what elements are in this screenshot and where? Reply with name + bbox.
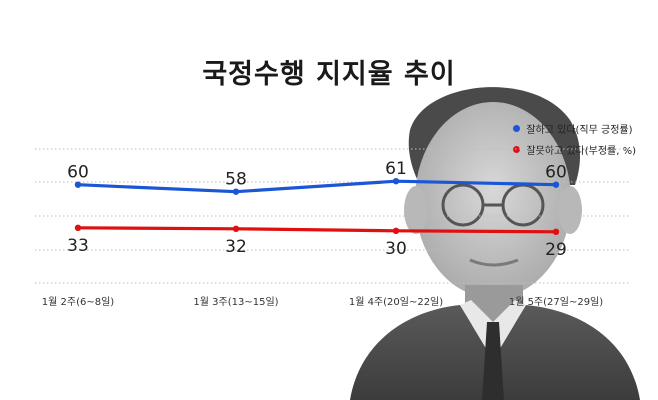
- data-label-0-1: 58: [225, 170, 247, 190]
- data-label-1-3: 29: [545, 240, 567, 260]
- data-point-1-1: [232, 225, 240, 232]
- data-point-1-2: [392, 227, 400, 234]
- legend-label-approve: 잘하고 있다(직무 긍정률): [526, 125, 633, 136]
- data-label-0-3: 60: [545, 163, 567, 183]
- chart-title: 국정수행 지지율 추이: [202, 59, 456, 90]
- data-label-1-1: 32: [225, 237, 247, 257]
- legend-item-disapprove: 잘못하고 있다(부정률, %): [513, 139, 636, 160]
- series-line-0: [77, 179, 557, 194]
- data-label-0-0: 60: [67, 163, 89, 183]
- data-point-0-2: [392, 178, 400, 185]
- chart-legend: 잘하고 있다(직무 긍정률) 잘못하고 있다(부정률, %): [513, 118, 636, 160]
- x-tick-label-1: 1월 3주(13~15일): [193, 296, 278, 308]
- data-label-0-2: 61: [385, 159, 407, 179]
- x-tick-label-3: 1월 5주(27일~29일): [509, 296, 603, 308]
- data-point-1-0: [74, 224, 82, 231]
- data-label-1-0: 33: [67, 236, 89, 256]
- data-point-0-0: [74, 181, 82, 188]
- legend-marker-disapprove: [513, 146, 521, 153]
- data-point-0-3: [552, 181, 560, 188]
- data-label-1-2: 30: [385, 239, 407, 259]
- legend-label-disapprove: 잘못하고 있다(부정률, %): [526, 146, 636, 157]
- background-portrait: [330, 60, 658, 400]
- data-point-0-1: [232, 188, 240, 195]
- legend-item-approve: 잘하고 있다(직무 긍정률): [513, 118, 636, 139]
- series-line-1: [77, 226, 557, 234]
- data-point-1-3: [552, 228, 560, 235]
- x-tick-label-2: 1월 4주(20일~22일): [349, 296, 443, 308]
- legend-marker-approve: [513, 125, 521, 132]
- x-tick-label-0: 1월 2주(6~8일): [42, 296, 115, 308]
